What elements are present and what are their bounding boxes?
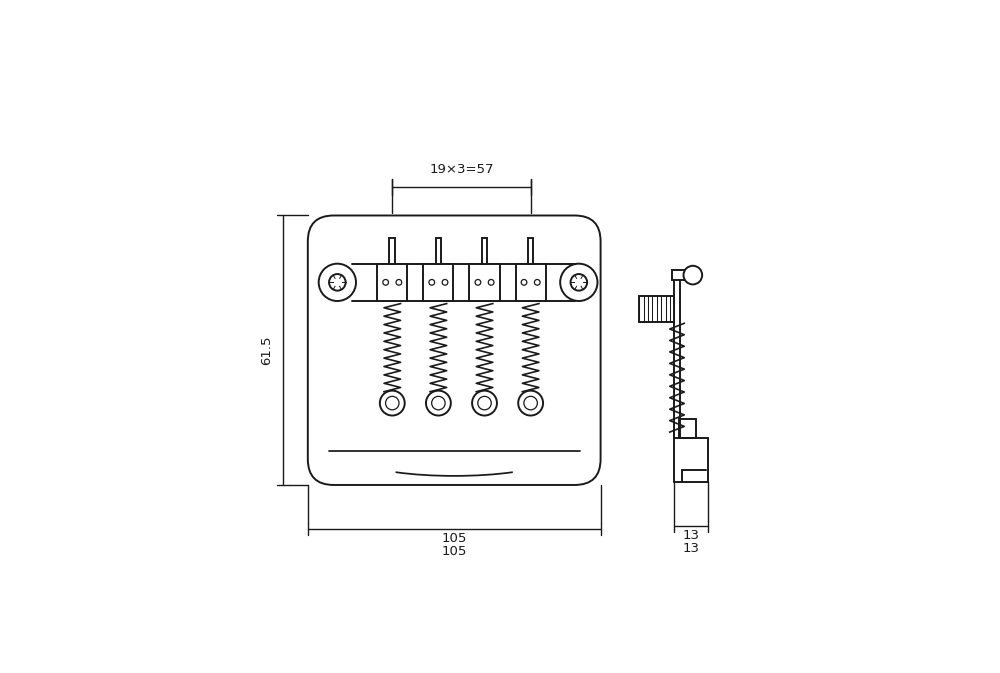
Text: 105: 105	[442, 532, 467, 544]
Bar	[469, 264, 500, 301]
Circle shape	[478, 396, 491, 410]
Circle shape	[560, 264, 597, 301]
Circle shape	[426, 390, 451, 415]
Circle shape	[534, 279, 540, 285]
Bar	[516, 264, 546, 301]
Bar	[423, 264, 453, 301]
Text: 19×3=57: 19×3=57	[429, 163, 494, 176]
Text: 13: 13	[683, 542, 700, 555]
Text: 105: 105	[442, 544, 467, 557]
Circle shape	[475, 279, 481, 285]
Bar	[377, 264, 407, 301]
Circle shape	[380, 390, 405, 415]
Bar	[389, 238, 395, 264]
Circle shape	[521, 279, 527, 285]
Circle shape	[386, 396, 399, 410]
Circle shape	[524, 396, 537, 410]
Circle shape	[472, 390, 497, 415]
Circle shape	[396, 279, 402, 285]
Text: 61.5: 61.5	[260, 335, 273, 365]
Circle shape	[429, 279, 435, 285]
Circle shape	[319, 264, 356, 301]
Bar	[639, 296, 674, 322]
Circle shape	[442, 279, 448, 285]
Circle shape	[571, 274, 587, 291]
Circle shape	[518, 390, 543, 415]
Circle shape	[684, 266, 702, 285]
Text: 13: 13	[683, 529, 700, 542]
Bar	[672, 270, 685, 280]
Bar	[436, 238, 441, 264]
FancyBboxPatch shape	[308, 215, 601, 485]
Circle shape	[488, 279, 494, 285]
Bar	[482, 238, 487, 264]
Bar	[528, 238, 533, 264]
Circle shape	[329, 274, 346, 291]
Circle shape	[432, 396, 445, 410]
Circle shape	[383, 279, 389, 285]
